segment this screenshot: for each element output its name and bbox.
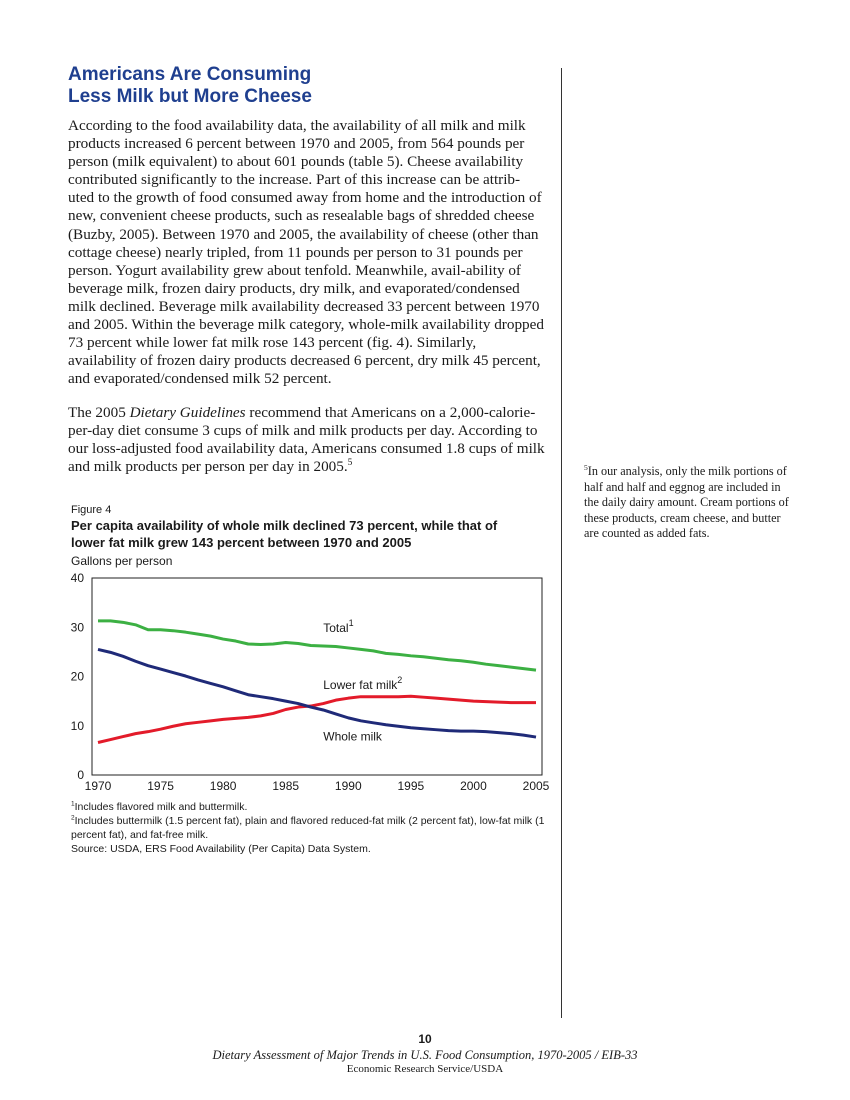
series-line-total bbox=[98, 619, 537, 672]
dietary-guidelines-title: Dietary Guidelines bbox=[129, 404, 246, 421]
y-tick-label: 20 bbox=[71, 670, 85, 684]
body-paragraph-2: The 2005 Dietary Guidelines recommend th… bbox=[68, 404, 546, 476]
series-line-lower-fat-milk bbox=[97, 694, 536, 744]
x-tick-label: 1985 bbox=[272, 779, 299, 793]
paragraph2-before: The 2005 bbox=[68, 404, 130, 421]
footer-organization: Economic Research Service/USDA bbox=[346, 1063, 504, 1075]
series-label-footnote-marker: 1 bbox=[349, 618, 354, 628]
page-number: 10 bbox=[418, 1032, 432, 1046]
y-tick-label: 30 bbox=[71, 620, 85, 634]
series-label-whole-milk: Whole milk bbox=[323, 730, 383, 744]
y-tick-label: 10 bbox=[71, 719, 85, 733]
x-tick-label: 1980 bbox=[210, 779, 237, 793]
x-tick-label: 2000 bbox=[460, 779, 487, 793]
figure-notes: 1Includes flavored milk and buttermilk. … bbox=[71, 800, 551, 856]
side-footnote-text: In our analysis, only the milk portions … bbox=[584, 464, 789, 541]
x-tick-label: 1995 bbox=[398, 779, 425, 793]
milk-availability-chart: 0 10 20 30 40 1970 1975 1980 1985 1990 1995 2000 200… bbox=[71, 571, 550, 793]
series-label-total: Total1 bbox=[323, 618, 353, 635]
figure-source: Source: USDA, ERS Food Availability (Per… bbox=[71, 843, 371, 855]
heading-line-2: Less Milk but More Cheese bbox=[68, 86, 312, 107]
y-tick-label: 40 bbox=[71, 571, 85, 585]
footnote-ref-5: 5 bbox=[347, 458, 353, 469]
series-label-footnote-marker: 2 bbox=[397, 675, 402, 685]
note-1-text: Includes flavored milk and buttermilk. bbox=[74, 801, 248, 813]
footer-title: Dietary Assessment of Major Trends in U.… bbox=[212, 1048, 638, 1062]
x-tick-label: 1975 bbox=[147, 779, 174, 793]
side-footnote: 5In our analysis, only the milk portions… bbox=[584, 464, 789, 542]
x-tick-label: 1970 bbox=[85, 779, 112, 793]
column-divider bbox=[561, 68, 562, 1018]
series-label-lower-fat-milk: Lower fat milk2 bbox=[323, 675, 402, 692]
figure-number: Figure 4 bbox=[71, 504, 112, 516]
x-tick-label: 1990 bbox=[335, 779, 362, 793]
side-footnote-marker: 5 bbox=[584, 462, 588, 472]
plot-area-frame bbox=[91, 577, 543, 776]
y-tick-label: 0 bbox=[77, 768, 84, 782]
heading-line-1: Americans Are Consuming bbox=[68, 64, 312, 85]
note-1-marker: 1 bbox=[71, 800, 75, 808]
note-2-text: Includes buttermilk (1.5 percent fat), p… bbox=[71, 815, 545, 841]
section-heading: Americans Are Consuming Less Milk but Mo… bbox=[68, 64, 488, 108]
figure-title: Per capita availability of whole milk de… bbox=[71, 518, 498, 550]
figure-note-1: 1Includes flavored milk and buttermilk. bbox=[71, 800, 551, 814]
note-2-marker: 2 bbox=[71, 814, 75, 822]
figure-note-2: 2Includes buttermilk (1.5 percent fat), … bbox=[71, 814, 551, 842]
series-line-whole-milk bbox=[97, 647, 537, 739]
x-tick-label: 2005 bbox=[523, 779, 550, 793]
body-paragraph-1: According to the food availability data,… bbox=[68, 117, 544, 388]
paragraph2-after: recommend that Americans on a 2,000-calo… bbox=[68, 404, 545, 476]
chart-y-axis-label: Gallons per person bbox=[71, 554, 173, 568]
